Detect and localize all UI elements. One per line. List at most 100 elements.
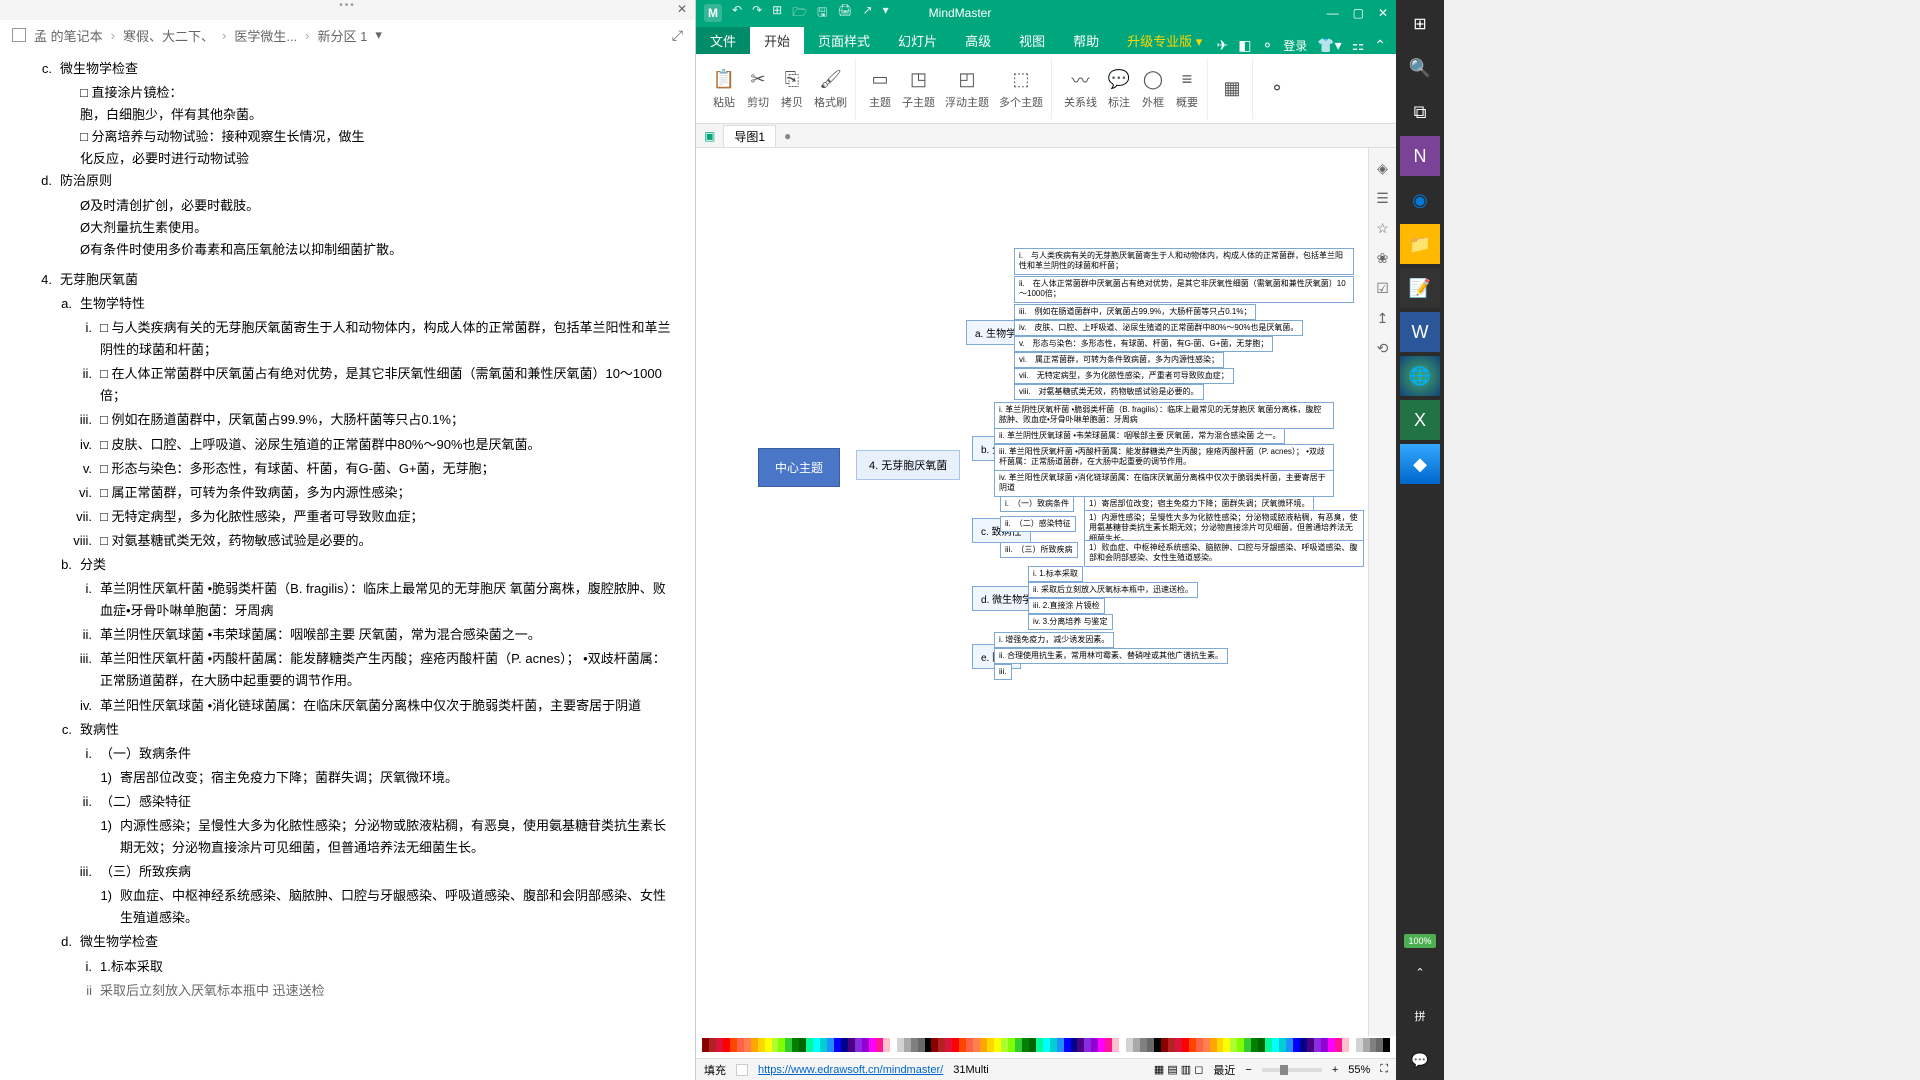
style-panel-icon[interactable]: ◈ (1373, 158, 1393, 178)
summary-button[interactable]: ≡概要 (1175, 68, 1199, 110)
color-swatch[interactable] (1001, 1038, 1008, 1052)
color-swatch[interactable] (1328, 1038, 1335, 1052)
color-swatch[interactable] (758, 1038, 765, 1052)
breadcrumb-part[interactable]: 寒假、大二下、 (123, 26, 214, 45)
color-swatch[interactable] (1300, 1038, 1307, 1052)
battery-indicator[interactable]: 100% (1404, 934, 1435, 948)
subtopic-button[interactable]: ◳子主题 (902, 68, 935, 110)
topic-button[interactable]: ▭主题 (868, 68, 892, 110)
color-swatch[interactable] (897, 1038, 904, 1052)
color-swatch[interactable] (1182, 1038, 1189, 1052)
boundary-button[interactable]: ◯外框 (1141, 68, 1165, 110)
tray-up-icon[interactable]: ⌃ (1400, 952, 1440, 992)
color-swatch[interactable] (1230, 1038, 1237, 1052)
color-swatch[interactable] (987, 1038, 994, 1052)
color-swatch[interactable] (1119, 1038, 1126, 1052)
color-swatch[interactable] (785, 1038, 792, 1052)
color-swatch[interactable] (1342, 1038, 1349, 1052)
color-swatch[interactable] (869, 1038, 876, 1052)
format-painter-button[interactable]: 🖌格式刷 (814, 68, 847, 110)
color-swatch[interactable] (1265, 1038, 1272, 1052)
color-swatch[interactable] (1251, 1038, 1258, 1052)
paste-button[interactable]: 📋粘贴 (712, 68, 736, 110)
color-swatch[interactable] (737, 1038, 744, 1052)
color-swatch[interactable] (966, 1038, 973, 1052)
tab-start[interactable]: 开始 (750, 27, 804, 54)
node-leaf[interactable]: ii. （二）感染特征 (1000, 516, 1076, 532)
color-swatch[interactable] (959, 1038, 966, 1052)
color-swatch[interactable] (1189, 1038, 1196, 1052)
expand-icon[interactable]: ⤢ (672, 27, 683, 44)
onenote-app-icon[interactable]: N (1400, 136, 1440, 176)
mindmap-canvas[interactable]: 中心主题 4. 无芽胞厌氧菌 a. 生物学特性 i. 与人类疾病有关的无芽胞厌氧… (696, 148, 1368, 1036)
cut-button[interactable]: ✂剪切 (746, 68, 770, 110)
tab-view[interactable]: 视图 (1005, 27, 1059, 54)
node-leaf[interactable]: iii. （三）所致疾病 (1000, 542, 1078, 558)
color-swatch[interactable] (1057, 1038, 1064, 1052)
color-swatch[interactable] (751, 1038, 758, 1052)
color-swatch[interactable] (1272, 1038, 1279, 1052)
color-swatch[interactable] (1376, 1038, 1383, 1052)
close-button[interactable]: ✕ (1378, 6, 1388, 20)
color-swatch[interactable] (1210, 1038, 1217, 1052)
node-leaf[interactable]: iv. 皮肤、口腔、上呼吸道、泌尿生殖道的正常菌群中80%～90%也是厌氧菌。 (1014, 320, 1303, 336)
color-swatch[interactable] (1356, 1038, 1363, 1052)
node-leaf[interactable]: iii. 革兰阳性厌氧杆菌 •丙酸杆菌属：能发酵糖类产生丙酸；痤疮丙酸杆菌（P.… (994, 444, 1334, 471)
color-swatch[interactable] (973, 1038, 980, 1052)
color-swatch[interactable] (1022, 1038, 1029, 1052)
color-swatch[interactable] (925, 1038, 932, 1052)
notebook-icon[interactable] (12, 28, 26, 42)
color-swatch[interactable] (1161, 1038, 1168, 1052)
task-panel-icon[interactable]: ☑ (1373, 278, 1393, 298)
ime-icon[interactable]: 拼 (1400, 996, 1440, 1036)
tab-help[interactable]: 帮助 (1059, 27, 1113, 54)
color-swatch[interactable] (813, 1038, 820, 1052)
color-swatch[interactable] (716, 1038, 723, 1052)
color-swatch[interactable] (834, 1038, 841, 1052)
grid-icon[interactable]: ⚏ (1352, 37, 1365, 54)
color-swatch[interactable] (799, 1038, 806, 1052)
color-swatch[interactable] (1077, 1038, 1084, 1052)
tab-upgrade[interactable]: 升级专业版 ▾ (1113, 27, 1216, 54)
color-swatch[interactable] (1383, 1038, 1390, 1052)
node-main[interactable]: 4. 无芽胞厌氧菌 (856, 450, 960, 480)
tab-file[interactable]: 文件 (696, 27, 750, 54)
color-swatch[interactable] (772, 1038, 779, 1052)
color-swatch[interactable] (806, 1038, 813, 1052)
icons-panel-icon[interactable]: ☆ (1373, 218, 1393, 238)
color-swatch[interactable] (911, 1038, 918, 1052)
color-swatch[interactable] (980, 1038, 987, 1052)
color-swatch[interactable] (1084, 1038, 1091, 1052)
note-content[interactable]: c.微生物学检查 □ 直接涂片镜检： 胞，白细胞少，伴有其他杂菌。 □ 分离培养… (0, 50, 695, 1080)
color-swatch[interactable] (1293, 1038, 1300, 1052)
color-swatch[interactable] (945, 1038, 952, 1052)
login-link[interactable]: 登录 (1283, 37, 1307, 54)
table-button[interactable]: ▦ (1220, 77, 1244, 101)
explorer-app-icon[interactable]: 📁 (1400, 224, 1440, 264)
color-swatch[interactable] (848, 1038, 855, 1052)
color-swatch[interactable] (1321, 1038, 1328, 1052)
color-swatch[interactable] (778, 1038, 785, 1052)
minimize-button[interactable]: — (1327, 6, 1339, 20)
node-leaf[interactable]: 1）败血症、中枢神经系统感染、脑脓肿、口腔与牙龈感染、呼吸道感染、腹部和会阴部感… (1084, 540, 1364, 567)
zoom-out-button[interactable]: − (1245, 1064, 1251, 1076)
zoom-level[interactable]: 55% (1348, 1064, 1370, 1076)
color-swatch[interactable] (1071, 1038, 1078, 1052)
color-swatch[interactable] (1036, 1038, 1043, 1052)
color-swatch[interactable] (820, 1038, 827, 1052)
node-leaf[interactable]: i. （一）致病条件 (1000, 496, 1074, 512)
node-leaf[interactable]: iii. 2.直接涂 片镜检 (1028, 598, 1105, 614)
color-swatch[interactable] (1217, 1038, 1224, 1052)
color-swatch[interactable] (883, 1038, 890, 1052)
color-swatch[interactable] (1043, 1038, 1050, 1052)
collapse-ribbon-icon[interactable]: ⌃ (1374, 37, 1386, 54)
node-leaf[interactable]: iv. 3.分离培养 与鉴定 (1028, 614, 1113, 630)
color-swatch[interactable] (723, 1038, 730, 1052)
node-leaf[interactable]: iii. (994, 664, 1012, 680)
node-leaf[interactable]: iv. 革兰阳性厌氧球菌 •消化链球菌属：在临床厌氧菌分离株中仅次于脆弱类杆菌，… (994, 470, 1334, 497)
color-swatch[interactable] (890, 1038, 897, 1052)
outline-panel-icon[interactable]: ☰ (1373, 188, 1393, 208)
node-leaf[interactable]: v. 形态与染色：多形态性，有球菌、杆菌，有G-菌、G+菌，无芽胞； (1014, 336, 1273, 352)
color-swatch[interactable] (730, 1038, 737, 1052)
color-swatch[interactable] (918, 1038, 925, 1052)
